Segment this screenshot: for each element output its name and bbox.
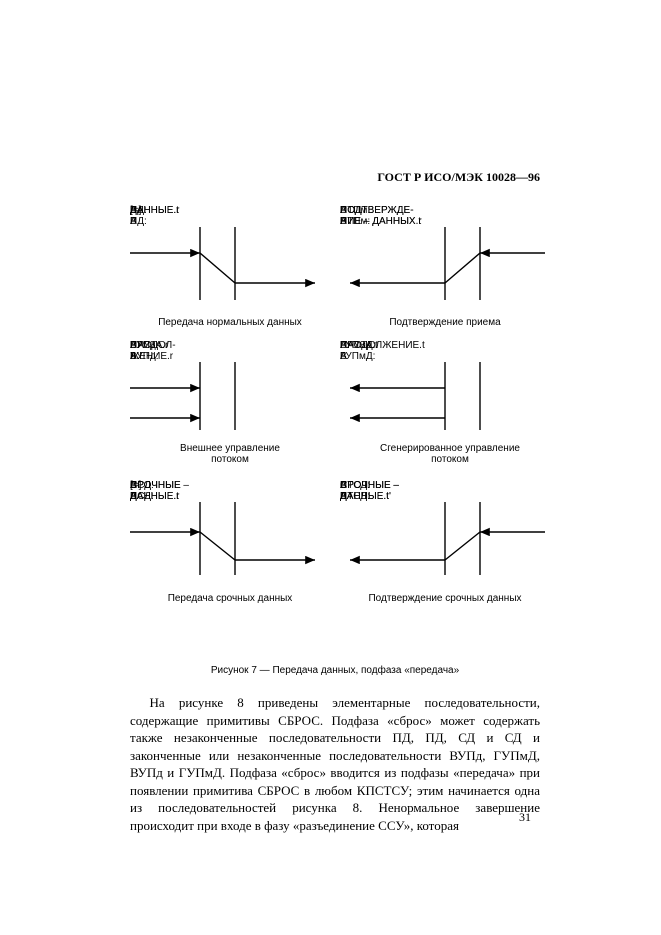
panel-urgent-ack: ПТСД: ПТСД: B A A B СРОЧНЫЕ – ДАННЫЕ.t' … [340,480,540,590]
p3-caption: Внешнее управление потоком [150,443,310,465]
p5-rightmsg: СРОЧНЫЕ – ДАННЫЕ.t [130,480,189,502]
panel-gen-flow: ГУПмД: ГУПмД: B A A B ПАУЗА.t ПРОДОЛЖЕНИ… [340,340,540,440]
panel-ack: ПТПм: ПТПм: B A A B ПОДТВЕРЖДЕ- НИЕ – ДА… [340,205,540,315]
panel-normal-data: ПД: ПД: B A A B ДАННЫЕ.r [=] ДАННЫЕ.t [130,205,330,315]
panel-ext-flow: ВУПд: ВУПд: B A A B ПАУЗА.r ПРОДОЛ- ЖЕНИ… [130,340,330,440]
panel-urgent-data: ПСД: ПСД: B A A B СРОЧНЫЕ ДАННЫЕ.r [=] С… [130,480,330,590]
figure-caption: Рисунок 7 — Передача данных, подфаза «пе… [130,665,540,676]
p1-caption: Передача нормальных данных [150,317,310,328]
figure-7: ПД: ПД: B A A B ДАННЫЕ.r [=] ДАННЫЕ.t Пе… [130,205,540,645]
p2-leftmsg: ПОДТВЕРЖДЕ- НИЕ – ДАННЫХ.t [340,205,421,227]
p2-caption: Подтверждение приема [365,317,525,328]
p4-msg2: ПРОДОЛЖЕНИЕ.t [340,340,425,351]
p6-caption: Подтверждение срочных данных [350,593,540,604]
body-paragraph: На рисунке 8 приведены элементарные посл… [130,694,540,834]
p3-msg2: ПРОДОЛ- ЖЕНИЕ.r [130,340,176,362]
doc-header: ГОСТ Р ИСО/МЭК 10028—96 [130,170,540,185]
p5-caption: Передача срочных данных [145,593,315,604]
p1-rightmsg: ДАННЫЕ.t [130,205,179,216]
p4-caption: Сгенерированное управление потоком [355,443,545,465]
page-number: 31 [519,810,531,825]
p6-leftmsg: СРОЧНЫЕ – ДАННЫЕ.t' [340,480,399,502]
